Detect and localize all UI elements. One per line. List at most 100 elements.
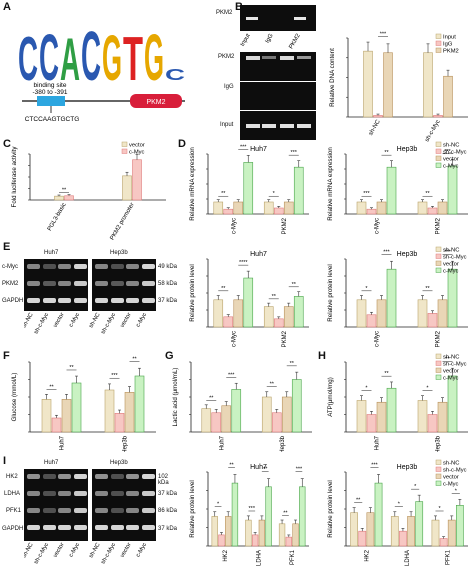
blot-kda-label: 37 kDa — [158, 491, 178, 497]
bar — [54, 195, 64, 201]
gel-divider — [240, 81, 316, 82]
bar — [456, 504, 464, 547]
blot-band — [58, 525, 71, 530]
legend-label: c-Myc — [443, 481, 459, 487]
blot-band — [95, 525, 108, 530]
chart-title: Hep3b — [397, 251, 418, 258]
bar — [407, 516, 415, 547]
motif-letter: C — [165, 67, 186, 84]
blot-band — [126, 281, 139, 286]
x-tick-label: HK2 — [223, 549, 229, 561]
legend-label: sh-c-Myc — [443, 361, 467, 367]
gel-band — [280, 56, 294, 60]
legend-swatch — [435, 360, 442, 366]
blot-band — [110, 298, 124, 303]
blot-kda-label: 49 kDa — [158, 264, 178, 270]
bar — [283, 306, 294, 328]
lane-label: sh-c-Myc — [100, 312, 117, 335]
significance-mark: ** — [270, 382, 275, 388]
blot-band — [110, 264, 124, 269]
gel-row-label: IgG — [224, 84, 234, 90]
bar — [437, 401, 448, 433]
chart-title: Huh7 — [250, 146, 267, 153]
bar — [225, 516, 232, 547]
blot-band — [95, 281, 108, 286]
y-axis-label: Relative DNA content — [329, 48, 336, 107]
significance-mark: *** — [444, 250, 451, 256]
blot-kda-label: 37 kDa — [158, 298, 178, 304]
blot-row-label: c-Myc — [2, 264, 18, 270]
blot-band — [42, 508, 56, 513]
significance-mark: * — [455, 489, 458, 495]
legend-label: c-Myc — [443, 163, 459, 169]
significance-mark: ** — [62, 187, 67, 193]
lane-label: sh-NC — [24, 312, 35, 329]
panel-label-a: A — [3, 1, 11, 13]
legend-label: vector — [443, 156, 459, 162]
significance-mark: **** — [239, 260, 248, 266]
blot-row-label: PFK1 — [6, 508, 22, 514]
lane-label: c-Myc — [68, 312, 81, 328]
legend-label: sh-NC — [443, 142, 459, 148]
significance-mark: * — [398, 502, 401, 508]
y-axis-label: Fold luciferase activity — [11, 146, 18, 208]
blot-strip-hep3b — [92, 469, 156, 541]
legend-swatch — [435, 267, 442, 273]
lane-label: Input — [240, 33, 252, 48]
blot-band — [42, 525, 56, 530]
panel-label-h: H — [318, 350, 326, 362]
bar — [373, 115, 383, 118]
lane-label: c-Myc — [68, 542, 81, 558]
blot-strip-huh7 — [24, 469, 88, 541]
bar — [399, 530, 407, 547]
blot-kda-label: 37 kDa — [158, 526, 178, 532]
legend-swatch — [435, 480, 442, 486]
gel-band — [262, 124, 276, 128]
significance-mark: * — [414, 484, 417, 490]
lane-label: vector — [120, 542, 133, 559]
panel-label-i: I — [3, 455, 7, 467]
blot-band — [126, 474, 139, 479]
chart-panel-h: ATP(μmol/mg)Huh7 Hep3b******sh-NCsh-c-Myc… — [327, 353, 468, 452]
panel-label-g: G — [165, 350, 174, 362]
panel-label-f: F — [3, 350, 10, 362]
legend-label: sh-NC — [443, 247, 459, 253]
legend-label: c-Myc — [443, 375, 459, 381]
blot-band — [126, 264, 139, 269]
blot-band — [141, 525, 155, 530]
significance-mark: *** — [249, 506, 256, 512]
bar — [263, 306, 274, 328]
blot-band — [110, 525, 124, 530]
bar — [243, 277, 254, 328]
blot-band — [27, 525, 40, 530]
bar — [374, 482, 383, 547]
binding-site-box — [37, 96, 65, 106]
bar — [233, 299, 244, 328]
legend-label: IgG — [443, 41, 453, 47]
blot-row-label: HK2 — [6, 474, 18, 480]
lane-label: IgG — [265, 33, 275, 45]
bar — [71, 382, 82, 433]
bar — [447, 165, 458, 215]
legend-swatch — [435, 260, 442, 266]
legend-label: vector — [443, 474, 459, 480]
motif-letter: C — [39, 20, 59, 94]
chart-title: Hep3b — [397, 464, 418, 471]
bar — [293, 166, 304, 215]
bar — [427, 313, 438, 328]
significance-mark: ** — [132, 357, 137, 363]
lane-label: vector — [53, 542, 66, 559]
bar — [423, 52, 433, 118]
chart-title: Huh7 — [250, 251, 267, 258]
blot-band — [95, 508, 108, 513]
y-axis-label: Relative protein level — [189, 264, 196, 321]
chip-gel-bottom — [240, 52, 316, 140]
blot-band — [95, 491, 108, 496]
legend-label: c-Myc — [129, 149, 145, 155]
bar — [427, 207, 438, 215]
blot-band — [126, 508, 139, 513]
lane-label: PKM2 — [288, 32, 302, 50]
